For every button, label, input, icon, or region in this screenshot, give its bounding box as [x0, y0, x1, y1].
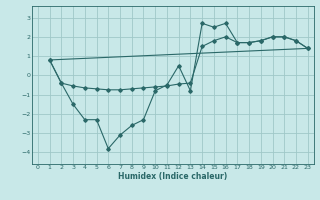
X-axis label: Humidex (Indice chaleur): Humidex (Indice chaleur)	[118, 172, 228, 181]
